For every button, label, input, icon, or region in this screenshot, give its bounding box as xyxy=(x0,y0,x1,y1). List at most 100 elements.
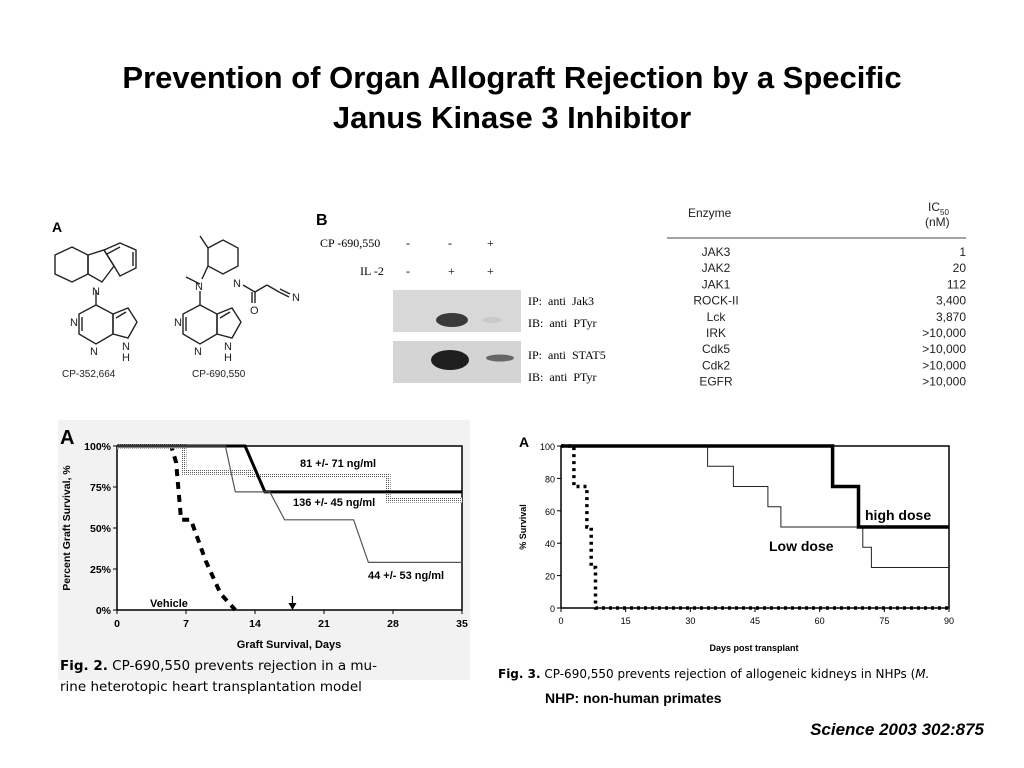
structure-cp690550 xyxy=(182,235,291,345)
panel-b-label: B xyxy=(316,212,328,229)
y-axis-label: % Survival xyxy=(518,504,528,550)
caption-line: rine heterotopic heart transplantation m… xyxy=(60,679,362,695)
x-tick-label: 14 xyxy=(249,618,261,630)
blot-ib-label: IB: anti PTyr xyxy=(528,316,597,330)
atom-label: N xyxy=(174,317,182,329)
table-cell-enzyme: ROCK-II xyxy=(693,294,738,308)
atom-label: N xyxy=(224,341,232,353)
caption-label: Fig. 3. xyxy=(498,667,541,681)
blot-row-value: + xyxy=(487,236,494,250)
series-label-81: 81 +/- 71 ng/ml xyxy=(300,458,376,470)
citation: Science 2003 302:875 xyxy=(810,720,984,739)
series-line xyxy=(561,444,949,529)
blot-row-label: IL -2 xyxy=(360,264,384,278)
atom-label: N xyxy=(122,341,130,353)
atom-label: N xyxy=(90,346,98,358)
atom-label: N xyxy=(194,346,202,358)
table-header-enzyme: Enzyme xyxy=(688,206,732,220)
kidney-survival-chart: A 0 15 30 45 60 75 90 0 20 40 60 80 100 % Survival D… xyxy=(518,434,954,653)
x-tick-label: 75 xyxy=(879,616,889,626)
atom-label: N xyxy=(195,281,203,293)
enzyme-table: Enzyme IC50 (nM) JAK3 1 JAK2 20 JAK1 112 ROCK-… xyxy=(667,200,966,389)
blot-band xyxy=(431,350,469,370)
y-tick-label: 60 xyxy=(545,507,555,517)
chemical-structures-panel: A xyxy=(52,219,300,380)
plot-frame xyxy=(116,445,463,611)
table-cell-enzyme: IRK xyxy=(706,326,726,340)
compound-label-cp690550: CP-690,550 xyxy=(192,369,246,380)
table-header-unit: (nM) xyxy=(925,215,950,229)
chart-panel-label: A xyxy=(519,434,529,450)
caption-text: CP-690,550 prevents rejection in a mu- xyxy=(112,658,377,674)
atom-label: H xyxy=(122,352,130,364)
series-group xyxy=(117,443,462,612)
y-tick-label: 100 xyxy=(540,442,555,452)
y-tick-label: 100% xyxy=(84,441,112,453)
x-tick-label: 0 xyxy=(558,616,563,626)
table-cell-enzyme: JAK3 xyxy=(702,245,731,259)
y-tick-label: 50% xyxy=(90,523,112,535)
figure-2-caption: Fig. 2. CP-690,550 prevents rejection in… xyxy=(60,658,377,695)
compound-label-cp352664: CP-352,664 xyxy=(62,369,116,380)
nhp-note: NHP: non-human primates xyxy=(545,690,722,706)
atom-label: O xyxy=(250,305,259,317)
blot-row-value: + xyxy=(487,264,494,278)
atom-label: N xyxy=(92,286,100,298)
x-tick-label: 0 xyxy=(114,618,120,630)
table-cell-enzyme: Cdk5 xyxy=(702,342,730,356)
x-axis-label: Graft Survival, Days xyxy=(237,639,342,651)
table-cell-enzyme: JAK1 xyxy=(702,277,731,291)
axis-ticks: 0 15 30 45 60 75 90 0 20 40 60 80 100 xyxy=(540,442,954,626)
y-tick-label: 20 xyxy=(545,572,555,582)
blot-row-label: CP -690,550 xyxy=(320,236,380,250)
series-label-low-dose: Low dose xyxy=(769,538,834,554)
table-cell-enzyme: JAK2 xyxy=(702,261,731,275)
caption-label: Fig. 2. xyxy=(60,658,108,674)
table-rows: JAK3 1 JAK2 20 JAK1 112 ROCK-II 3,400 Lck 3,870 IR… xyxy=(693,245,966,389)
chart-panel-label: A xyxy=(60,427,74,449)
blot-row-value: - xyxy=(406,264,410,278)
y-tick-label: 0% xyxy=(96,605,112,617)
axis-ticks: 0 7 14 21 28 35 0% 25% 50% 75% 100% xyxy=(84,441,468,630)
western-blot-panel: B CP -690,550 - - + IL -2 - + + IP: anti… xyxy=(316,212,606,384)
table-cell-ic50: >10,000 xyxy=(922,358,966,372)
table-cell-ic50: 112 xyxy=(947,277,966,291)
arrow-down-icon xyxy=(288,596,297,610)
blot-row-value: + xyxy=(448,264,455,278)
table-cell-ic50: 3,870 xyxy=(936,310,966,324)
table-cell-ic50: 3,400 xyxy=(936,294,966,308)
x-tick-label: 60 xyxy=(815,616,825,626)
series-line xyxy=(561,444,949,610)
blot-band xyxy=(486,354,514,362)
series-group xyxy=(561,444,949,610)
table-cell-ic50: 1 xyxy=(959,245,966,259)
x-tick-label: 28 xyxy=(387,618,399,630)
figure-3-caption: Fig. 3. CP-690,550 prevents rejection of… xyxy=(498,667,929,706)
y-axis-label: Percent Graft Survival, % xyxy=(61,465,73,591)
y-tick-label: 80 xyxy=(545,474,555,484)
heart-survival-chart: A 0 7 14 21 28 35 0% 25% 50% 75% 100% Percent Graf… xyxy=(58,420,470,680)
atom-label: N xyxy=(233,278,241,290)
blot-row-value: - xyxy=(406,236,410,250)
x-tick-label: 15 xyxy=(621,616,631,626)
y-tick-label: 0 xyxy=(550,604,555,614)
series-line xyxy=(117,444,237,612)
atom-label: N xyxy=(292,292,300,304)
caption-text: CP-690,550 prevents rejection of allogen… xyxy=(544,667,915,681)
slide-title-line-1: Prevention of Organ Allograft Rejection … xyxy=(122,60,902,95)
slide-title: Prevention of Organ Allograft Rejection … xyxy=(60,58,964,138)
table-cell-ic50: >10,000 xyxy=(922,375,966,389)
blot-band xyxy=(482,317,502,323)
caption-italic: M. xyxy=(915,667,929,681)
series-line xyxy=(117,445,462,564)
caption-line: Fig. 3. CP-690,550 prevents rejection of… xyxy=(498,667,929,681)
table-header-ic: IC50 xyxy=(928,200,949,217)
caption-line: Fig. 2. CP-690,550 prevents rejection in… xyxy=(60,658,377,674)
slide-title-line-2: Janus Kinase 3 Inhibitor xyxy=(332,100,692,135)
blot-ip-label: IP: anti STAT5 xyxy=(528,348,606,362)
y-tick-label: 75% xyxy=(90,482,112,494)
blot-row-value: - xyxy=(448,236,452,250)
atom-label: H xyxy=(224,352,232,364)
panel-a-label: A xyxy=(52,219,62,235)
table-cell-enzyme: Cdk2 xyxy=(702,358,730,372)
